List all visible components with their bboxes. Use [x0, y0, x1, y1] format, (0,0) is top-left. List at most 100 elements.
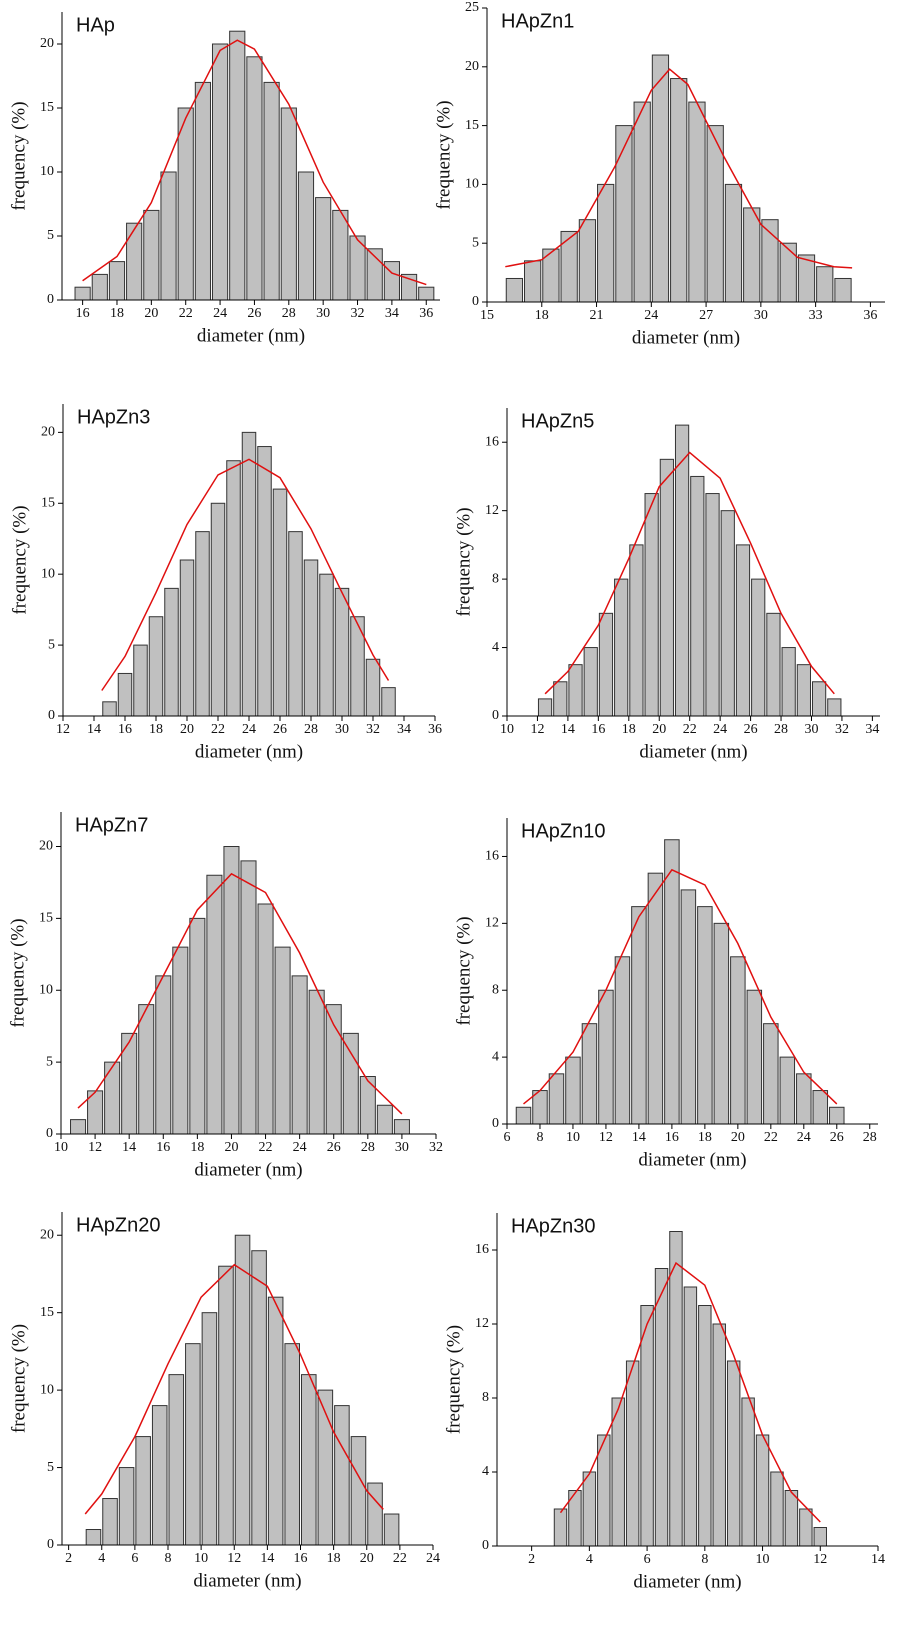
bar [816, 266, 834, 303]
x-axis-label: diameter (nm) [194, 1159, 302, 1180]
x-tick-label: 36 [419, 306, 433, 321]
bar [581, 1023, 598, 1125]
bar [829, 1106, 845, 1125]
x-axis-label: diameter (nm) [632, 327, 740, 348]
fit-curve [82, 39, 427, 286]
y-tick-label: 0 [492, 708, 499, 723]
bar [241, 431, 257, 717]
bar [712, 1323, 726, 1547]
bar [126, 222, 143, 301]
y-tick-label: 5 [47, 228, 54, 243]
bar [730, 956, 746, 1125]
bar [669, 1231, 683, 1547]
bar [177, 107, 194, 301]
bar [195, 531, 210, 717]
bar [770, 1471, 784, 1547]
bar [799, 1508, 813, 1547]
bar [246, 56, 263, 301]
fit-curve [101, 458, 390, 691]
fit-curve [84, 1263, 384, 1515]
x-tick-label: 10 [54, 1140, 68, 1155]
y-tick-label: 20 [41, 425, 55, 440]
x-tick-label: 14 [260, 1551, 274, 1566]
x-tick-label: 16 [294, 1551, 308, 1566]
y-tick-label: 5 [47, 1460, 54, 1475]
x-tick-label: 28 [361, 1140, 375, 1155]
x-tick-label: 22 [179, 306, 193, 321]
bar [201, 1312, 218, 1546]
x-tick-label: 33 [809, 308, 823, 323]
x-tick-label: 22 [211, 722, 225, 737]
bar [705, 493, 720, 717]
bar [332, 209, 349, 301]
x-tick-label: 22 [764, 1130, 778, 1145]
x-tick-label: 32 [351, 306, 365, 321]
fit-curve [505, 68, 853, 269]
bar [138, 1004, 155, 1135]
bar [697, 906, 713, 1125]
fit-curve [523, 868, 838, 1105]
x-tick-label: 18 [190, 1140, 204, 1155]
bar [674, 424, 690, 717]
bar [741, 1397, 755, 1547]
fit-curve [544, 451, 835, 695]
bar [698, 1305, 712, 1547]
panel: 0 4 8 12 16 6 8 10 12 14 16 18 20 22 24 26 28 HApZn10 diam… [453, 818, 878, 1170]
y-tick-label: 0 [48, 708, 55, 723]
x-tick-label: 10 [566, 1130, 580, 1145]
y-tick-label: 0 [482, 1538, 489, 1553]
bar [91, 273, 108, 301]
x-tick-label: 15 [480, 308, 494, 323]
bar [334, 587, 350, 717]
x-tick-label: 26 [327, 1140, 341, 1155]
bar [274, 946, 291, 1135]
x-tick-label: 14 [871, 1552, 885, 1567]
bar [185, 1343, 201, 1546]
bar [640, 1305, 654, 1547]
x-tick-label: 6 [644, 1552, 651, 1567]
bar [334, 1405, 350, 1546]
x-tick-label: 26 [830, 1130, 844, 1145]
bar [267, 1296, 284, 1546]
bar [315, 197, 332, 301]
bar [598, 989, 614, 1125]
x-tick-label: 28 [863, 1130, 877, 1145]
bar [755, 1434, 770, 1547]
bar [670, 78, 688, 303]
bar [179, 559, 195, 717]
bar [597, 183, 615, 303]
bar [680, 889, 697, 1125]
x-tick-label: 32 [429, 1140, 443, 1155]
y-axis-label: frequency (%) [443, 1325, 464, 1434]
bar [688, 101, 706, 303]
x-tick-label: 12 [88, 1140, 102, 1155]
bar [720, 510, 735, 717]
bar [301, 1374, 317, 1546]
x-tick-label: 36 [863, 308, 877, 323]
x-tick-label: 22 [259, 1140, 273, 1155]
x-tick-label: 16 [76, 306, 90, 321]
bar [226, 460, 241, 717]
bar [291, 975, 308, 1135]
y-tick-label: 5 [46, 1054, 53, 1069]
x-tick-label: 22 [393, 1551, 407, 1566]
x-tick-label: 18 [110, 306, 124, 321]
x-tick-label: 4 [586, 1552, 593, 1567]
panel: 0 5 10 15 20 12 14 16 18 20 22 24 26 28 30 32 34 36 HApZn3… [9, 404, 442, 762]
bar [796, 664, 811, 717]
bar [223, 846, 240, 1135]
bar [74, 286, 91, 301]
x-axis-label: diameter (nm) [638, 1149, 746, 1170]
x-tick-label: 30 [316, 306, 330, 321]
panel-title: HAp [76, 14, 115, 36]
y-tick-label: 10 [41, 566, 55, 581]
bar [614, 956, 631, 1125]
bar [811, 681, 827, 717]
x-tick-label: 30 [335, 722, 349, 737]
bar [85, 1529, 102, 1546]
bar [796, 1073, 812, 1125]
y-axis-label: frequency (%) [8, 101, 29, 210]
x-tick-label: 14 [561, 722, 575, 737]
bar [342, 1032, 359, 1135]
